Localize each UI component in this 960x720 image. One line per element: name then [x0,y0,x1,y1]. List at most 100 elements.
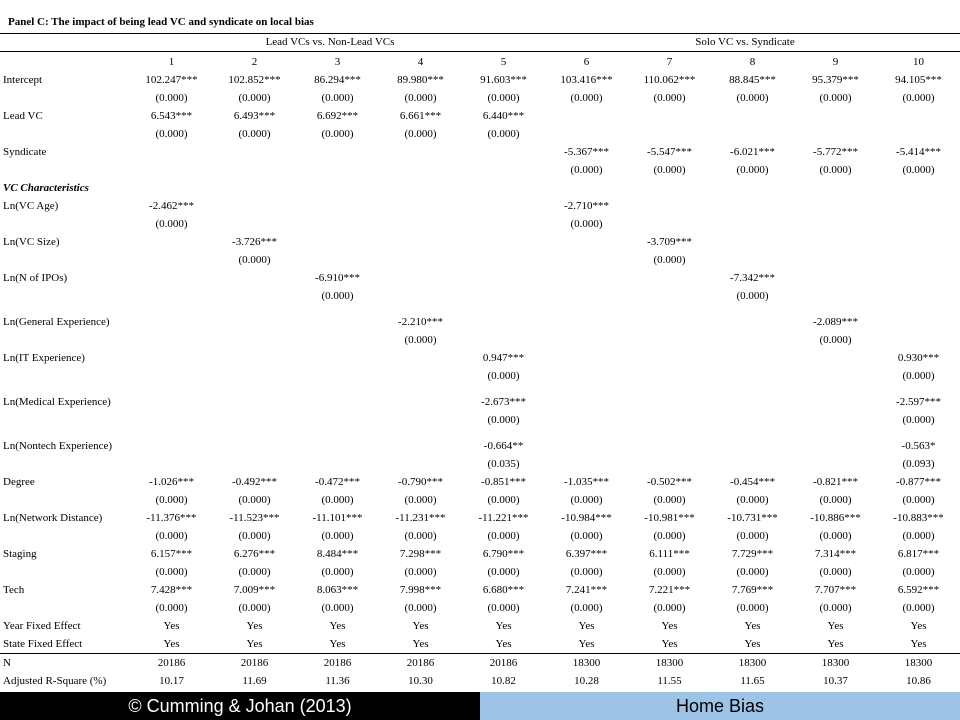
table-cell: 102.852*** [228,74,281,86]
table-cell: (0.000) [902,92,935,104]
table-cell: (0.000) [653,92,686,104]
table-cell [711,125,794,143]
table-cell: Yes [744,638,761,650]
table-cell [794,385,877,393]
table-cell: (0.000) [404,530,437,542]
table-cell: Yes [246,638,263,650]
table-row: (0.000) (0.000) (0.000) (0.000) (0.000) (0.00… [0,89,960,107]
column-number: 8 [749,56,756,68]
table-cell [130,179,213,197]
table-row: Ln(Nontech Experience) -0.664** -0.563* [0,437,960,455]
table-cell [130,455,213,473]
table-cell: Yes [578,620,595,632]
row-label [0,89,130,107]
table-cell: 18300 [877,653,960,672]
table-cell [711,179,794,197]
row-label: Ln(N of IPOs) [3,272,68,284]
table-cell [379,385,462,393]
table-row: (0.000) (0.000) (0.000) (0.000) (0.000) (0.00… [0,527,960,545]
row-label [0,385,130,393]
table-cell: (0.000) [902,602,935,614]
column-number: 7 [666,56,673,68]
table-cell: (0.000) [736,566,769,578]
row-label [0,491,130,509]
table-cell [379,143,462,161]
table-cell: (0.000) [653,602,686,614]
table-cell [877,179,960,197]
table-cell [794,411,877,429]
table-cell: 0.947*** [482,352,525,364]
row-label [0,215,130,233]
table-cell: 11.36 [325,675,350,687]
table-cell [877,429,960,437]
table-cell: (0.000) [155,602,188,614]
table-cell: (0.000) [902,494,935,506]
table-cell: (0.000) [570,92,603,104]
table-cell: (0.000) [736,92,769,104]
table-cell: 7.009*** [233,584,276,596]
table-cell [213,287,296,305]
row-label: Syndicate [3,146,47,158]
table-row: Tech 7.428*** 7.009*** 8.063*** 7.998*** 6.68… [0,581,960,599]
table-cell [711,437,794,455]
row-label [0,411,130,429]
table-cell [711,215,794,233]
column-number-row: 1 2 3 4 5 6 7 8 9 10 [0,53,960,71]
row-label: Ln(VC Size) [3,236,60,248]
table-cell: -11.231*** [395,512,446,524]
table-cell: 7.769*** [731,584,774,596]
table-row: (0.000) (0.000) (0.000) (0.000) (0.000) (0.00… [0,491,960,509]
table-row: (0.000) (0.000) [0,287,960,305]
table-cell [213,313,296,331]
table-cell [628,305,711,313]
table-cell: 10.86 [906,675,931,687]
table-cell: 6.543*** [150,110,193,122]
table-cell [379,349,462,367]
table-cell: 20186 [379,653,462,672]
row-label: Lead VC [3,110,43,122]
table-cell [213,161,296,179]
column-number: 1 [168,56,175,68]
table-cell: 7.241*** [565,584,608,596]
table-cell: (0.000) [321,530,354,542]
table-cell: Yes [827,620,844,632]
table-cell: 7.998*** [399,584,442,596]
column-number: 9 [832,56,839,68]
table-cell: -10.984*** [561,512,612,524]
table-cell: (0.000) [902,370,935,382]
table-cell: (0.000) [155,530,188,542]
table-cell: (0.000) [238,254,271,266]
table-cell [379,269,462,287]
table-cell [296,411,379,429]
table-cell: (0.000) [155,566,188,578]
table-cell: (0.000) [238,566,271,578]
table-cell [711,233,794,251]
table-cell [462,287,545,305]
table-cell: -0.790*** [398,476,443,488]
spacer-row [0,385,960,393]
table-cell [877,331,960,349]
table-cell [711,197,794,215]
table-cell [130,161,213,179]
table-cell [877,215,960,233]
row-label [0,251,130,269]
table-cell [379,287,462,305]
table-cell: 10.82 [491,675,516,687]
row-label: Ln(Nontech Experience) [3,440,113,452]
table-cell [462,215,545,233]
table-cell: (0.000) [736,530,769,542]
table-cell [379,197,462,215]
table-cell: Yes [661,638,678,650]
table-cell [545,367,628,385]
table-cell: -11.376*** [146,512,197,524]
table-row: Adjusted R-Square (%) 10.17 11.69 11.36 10.3… [0,672,960,690]
row-label [0,563,130,581]
column-number: 10 [913,56,924,68]
table-cell [545,455,628,473]
table-cell [545,331,628,349]
table-row: Year Fixed Effect Yes Yes Yes Yes Yes Yes Yes Ye… [0,617,960,635]
table-cell [130,143,213,161]
table-cell [462,313,545,331]
table-cell: Yes [910,620,927,632]
table-cell [130,437,213,455]
